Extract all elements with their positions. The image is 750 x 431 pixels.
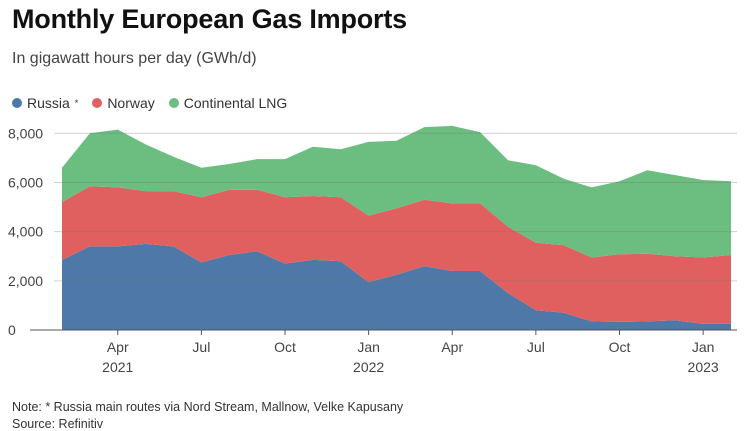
legend-swatch-russia	[12, 98, 22, 108]
chart-source: Source: Refinitiv	[12, 417, 104, 431]
chart-subtitle: In gigawatt hours per day (GWh/d)	[12, 50, 257, 67]
x-tick-label-year: 2021	[102, 359, 133, 375]
legend-item-russia: Russia *	[12, 95, 78, 111]
x-tick-label-month: Apr	[441, 339, 463, 355]
legend-item-norway: Norway	[92, 95, 155, 111]
legend-label-norway: Norway	[107, 95, 155, 111]
x-tick-label-month: Oct	[274, 339, 296, 355]
x-tick-label-month: Apr	[107, 339, 129, 355]
x-tick-label-month: Oct	[609, 339, 631, 355]
x-tick-label-month: Jul	[527, 339, 545, 355]
area-norway	[62, 186, 731, 324]
y-tick-label: 6,000	[8, 174, 43, 190]
y-tick-label: 2,000	[8, 273, 43, 289]
chart-note: Note: * Russia main routes via Nord Stre…	[12, 400, 404, 414]
y-tick-label: 8,000	[8, 125, 43, 141]
legend-swatch-norway	[92, 98, 103, 108]
y-tick-label: 4,000	[8, 224, 43, 240]
x-tick-label-month: Jan	[692, 339, 715, 355]
y-tick-label: 0	[8, 322, 16, 338]
area-continental-lng	[62, 125, 731, 258]
legend-label-russia: Russia	[27, 95, 70, 111]
stacked-area-chart: 0 2,000 4,000 6,000 8,000 Apr 2021 Jul Oct Jan 202…	[8, 125, 737, 375]
legend-item-lng: Continental LNG	[168, 95, 288, 111]
legend: Russia * Norway Continental LNG	[12, 95, 287, 111]
legend-swatch-lng	[168, 98, 179, 108]
area-russia	[62, 243, 731, 330]
x-tick-label-month: Jul	[192, 339, 210, 355]
legend-label-lng: Continental LNG	[183, 95, 288, 111]
chart-title: Monthly European Gas Imports	[12, 4, 407, 34]
x-tick-label-year: 2022	[353, 359, 384, 375]
legend-marker-russia: *	[74, 98, 79, 108]
x-tick-label-month: Jan	[357, 339, 380, 355]
x-tick-label-year: 2023	[688, 359, 719, 375]
